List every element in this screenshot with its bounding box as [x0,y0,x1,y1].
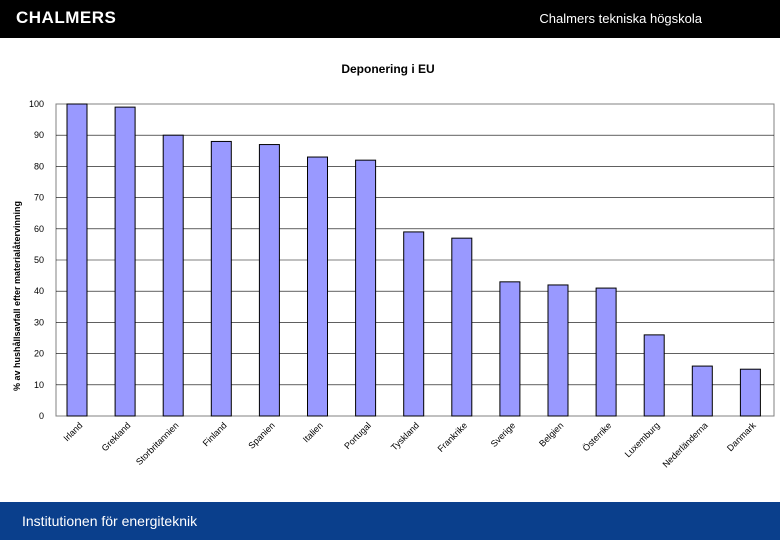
school-name: Chalmers tekniska högskola [539,11,702,26]
bar-chart: Deponering i EU % av hushållsavfall efte… [12,62,775,470]
y-tick-label: 0 [39,411,44,421]
y-tick-label: 100 [29,99,44,109]
footer-bar: Institutionen för energiteknik [0,502,780,540]
x-tick-label: Spanien [246,420,276,450]
header-bar: CHALMERS Chalmers tekniska högskola [0,0,780,38]
bar [451,237,473,417]
y-tick-label: 40 [34,286,44,296]
bar [595,287,617,417]
x-tick-label: Österrike [581,420,614,453]
y-tick-label: 60 [34,224,44,234]
x-tick-label: Luxemburg [623,420,662,459]
bar [403,231,425,417]
bar [691,365,713,417]
bar [643,334,665,417]
y-tick-label: 50 [34,255,44,265]
y-tick-label: 70 [34,193,44,203]
y-tick-label: 10 [34,380,44,390]
x-tick-label: Danmark [725,420,758,453]
x-tick-label: Portugal [342,420,373,451]
chart-title: Deponering i EU [341,62,434,76]
bar [547,284,569,417]
chalmers-logo: CHALMERS [16,8,117,27]
bar [258,144,280,417]
x-tick-label: Tyskland [389,420,421,452]
bar [162,134,184,417]
x-tick-label: Belgien [537,420,565,448]
x-tick-label: Nederländerna [661,420,710,469]
y-tick-label: 80 [34,161,44,171]
bars [66,103,761,417]
x-axis-labels: Irland Grekland Storbritannien Finland Spani… [61,420,758,470]
x-tick-label: Storbritannien [134,420,181,467]
x-tick-label: Frankrike [436,420,470,454]
x-tick-label: Finland [201,420,229,448]
bar [499,281,521,417]
bar [210,140,232,417]
y-tick-label: 90 [34,130,44,140]
bar [66,103,88,417]
y-tick-label: 20 [34,349,44,359]
bar [307,156,328,417]
bar [355,159,377,417]
y-axis-label: % av hushållsavfall efter materialåtervi… [12,201,22,391]
y-tick-label: 30 [34,317,44,327]
x-tick-label: Italien [301,420,325,444]
y-axis-ticks: 0 10 20 30 40 50 60 70 80 90 100 [29,99,44,421]
x-tick-label: Irland [61,420,84,443]
department-name: Institutionen för energiteknik [22,513,198,529]
x-tick-label: Grekland [100,420,133,453]
bar [739,368,761,417]
x-tick-label: Sverige [489,420,518,449]
bar [114,106,136,417]
